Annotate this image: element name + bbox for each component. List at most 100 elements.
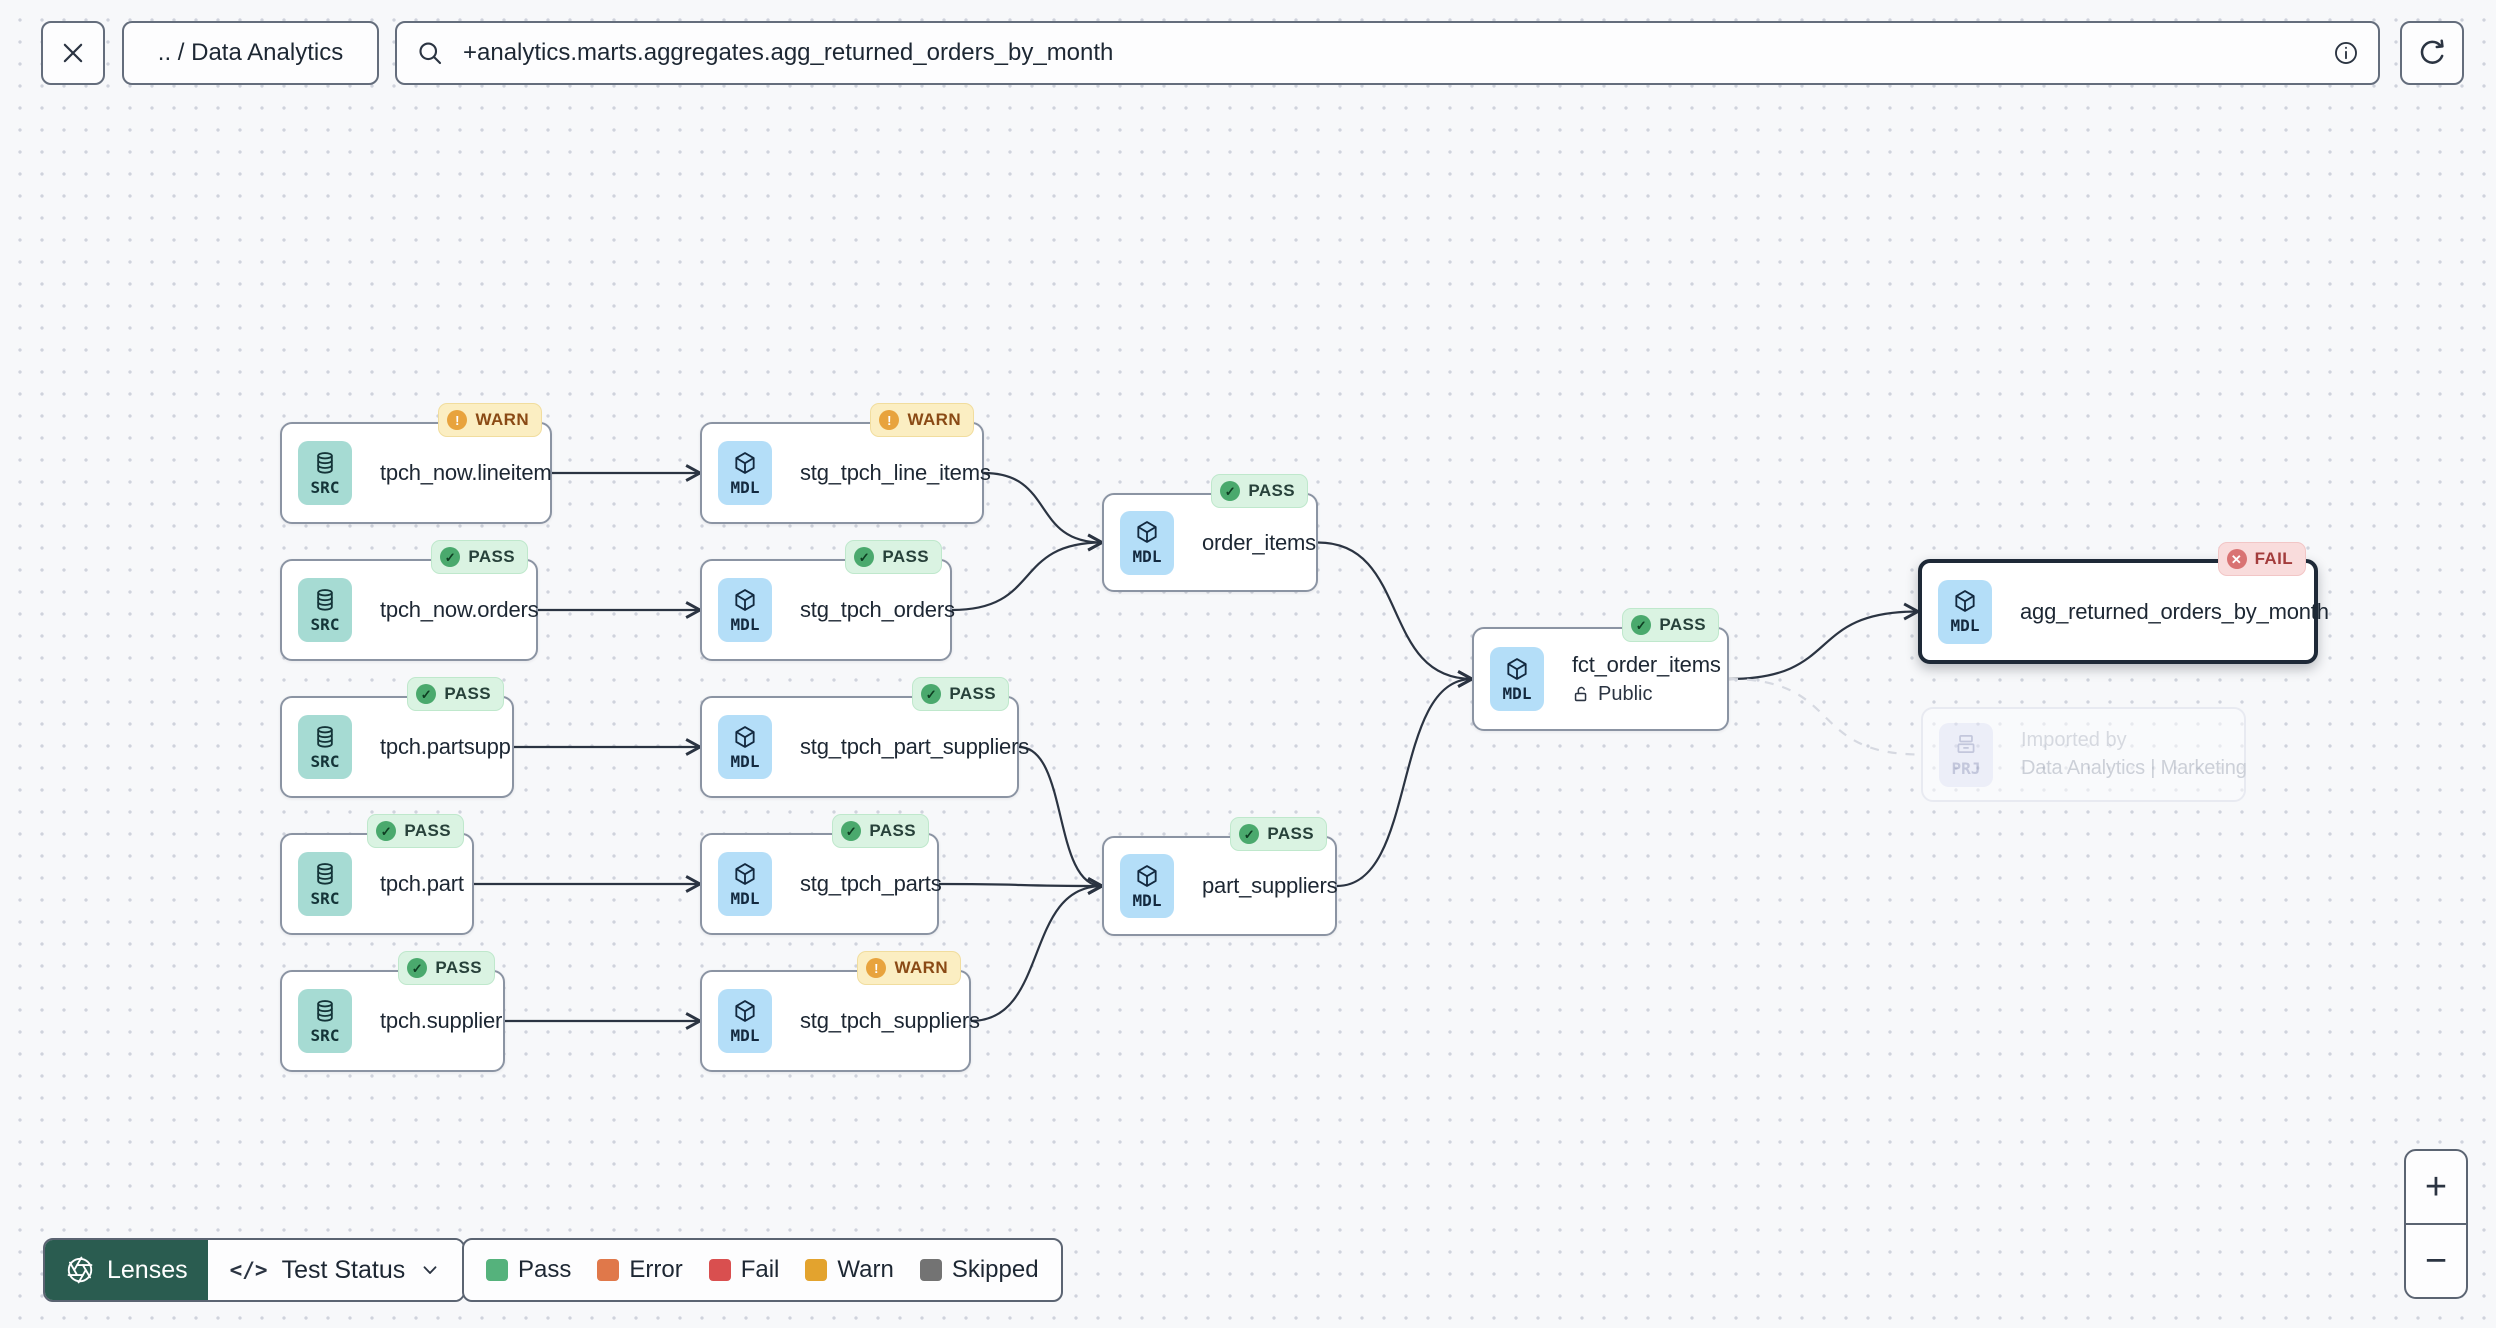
database-icon bbox=[312, 998, 338, 1024]
node-type-label: MDL bbox=[1502, 683, 1532, 703]
graph-node-stg_tpch_orders[interactable]: MDL stg_tpch_orders ✓ PASS bbox=[700, 540, 955, 661]
badge-status-icon: ✓ bbox=[440, 547, 461, 567]
legend-label: Skipped bbox=[951, 1256, 1039, 1283]
node-type-chip: PRJ bbox=[1939, 722, 1993, 787]
info-icon[interactable] bbox=[2332, 39, 2360, 67]
test-status-badge: ✓ PASS bbox=[431, 540, 528, 574]
badge-status-icon: ✓ bbox=[376, 821, 397, 841]
badge-status-label: PASS bbox=[949, 684, 996, 703]
graph-node-part_suppliers[interactable]: MDL part_suppliers ✓ PASS bbox=[1102, 817, 1338, 936]
badge-status-label: PASS bbox=[404, 821, 451, 840]
graph-node-tpch_now_orders[interactable]: SRC tpch_now.orders ✓ PASS bbox=[280, 540, 539, 661]
test-status-badge: ✓ PASS bbox=[367, 814, 464, 848]
node-type-label: MDL bbox=[730, 614, 760, 634]
graph-node-tpch_part[interactable]: SRC tpch.part ✓ PASS bbox=[280, 814, 474, 935]
database-icon bbox=[312, 724, 338, 750]
badge-status-label: PASS bbox=[1267, 824, 1314, 843]
legend-swatch bbox=[708, 1259, 731, 1281]
node-content: stg_tpch_orders bbox=[800, 597, 955, 623]
graph-node-tpch_partsupp[interactable]: SRC tpch.partsupp ✓ PASS bbox=[280, 677, 514, 798]
close-icon bbox=[58, 38, 88, 68]
badge-status-icon: ✕ bbox=[2226, 549, 2247, 569]
badge-status-icon: ! bbox=[866, 958, 887, 978]
graph-node-tpch_supplier[interactable]: SRC tpch.supplier ✓ PASS bbox=[280, 951, 505, 1072]
legend-label: Pass bbox=[518, 1256, 572, 1283]
test-status-badge: ✓ PASS bbox=[832, 814, 929, 848]
graph-node-stg_tpch_suppliers[interactable]: MDL stg_tpch_suppliers! WARN bbox=[700, 951, 980, 1072]
node-label: tpch.supplier bbox=[380, 1008, 503, 1033]
node-label: stg_tpch_suppliers bbox=[800, 1008, 980, 1033]
node-content: stg_tpch_line_items bbox=[800, 460, 991, 486]
badge-status-label: PASS bbox=[444, 684, 491, 703]
zoom-in-button[interactable]: + bbox=[2406, 1151, 2466, 1223]
node-type-chip: MDL bbox=[718, 441, 772, 505]
node-content: tpch.supplier bbox=[380, 1008, 503, 1034]
graph-node-imported_by_project[interactable]: PRJ Imported by Data Analytics | Marketing bbox=[1921, 707, 2247, 802]
edge-order_items-to-fct_order_items bbox=[1317, 541, 1472, 680]
node-content: fct_order_items Public bbox=[1572, 652, 1721, 706]
badge-status-label: WARN bbox=[907, 410, 961, 429]
badge-status-label: FAIL bbox=[2254, 549, 2293, 568]
lenses-button[interactable]: Lenses bbox=[45, 1240, 208, 1300]
badge-status-icon: ✓ bbox=[407, 958, 428, 978]
lens-selector-label: Test Status bbox=[281, 1255, 406, 1284]
test-status-badge: ✓ PASS bbox=[1211, 474, 1308, 508]
node-type-label: MDL bbox=[730, 1025, 760, 1045]
top-toolbar: .. / Data Analytics bbox=[0, 0, 2496, 110]
legend-item-error: Error bbox=[597, 1256, 683, 1284]
node-label: agg_returned_orders_by_month bbox=[2020, 598, 2329, 624]
zoom-control: + − bbox=[2404, 1149, 2468, 1299]
test-status-badge: ✕ FAIL bbox=[2217, 542, 2306, 576]
database-icon bbox=[312, 587, 338, 613]
breadcrumb[interactable]: .. / Data Analytics bbox=[122, 21, 379, 85]
legend-swatch bbox=[486, 1259, 508, 1281]
edge-stg_tpch_line_items-to-order_items bbox=[983, 471, 1102, 543]
node-type-chip: SRC bbox=[298, 578, 352, 642]
graph-node-tpch_now_lineitem[interactable]: SRC tpch_now.lineitem! WARN bbox=[280, 403, 552, 524]
test-status-badge: ✓ PASS bbox=[398, 951, 495, 985]
legend-item-fail: Fail bbox=[708, 1256, 779, 1284]
node-label: tpch_now.orders bbox=[380, 597, 539, 622]
model-cube-icon bbox=[732, 587, 758, 613]
test-status-badge: ✓ PASS bbox=[1622, 608, 1719, 642]
badge-status-label: PASS bbox=[1659, 615, 1706, 634]
graph-node-agg_returned_orders_by_month[interactable]: MDL agg_returned_orders_by_month ✕ FAIL bbox=[1918, 542, 2329, 664]
node-type-chip: MDL bbox=[718, 852, 772, 916]
search-input[interactable] bbox=[461, 38, 2332, 68]
close-button[interactable] bbox=[41, 21, 105, 85]
zoom-out-button[interactable]: − bbox=[2406, 1225, 2466, 1297]
graph-node-stg_tpch_line_items[interactable]: MDL stg_tpch_line_items ! WARN bbox=[700, 403, 991, 524]
graph-node-stg_tpch_part_suppliers[interactable]: MDL stg_tpch_part_suppliers ✓ PASS bbox=[700, 677, 1029, 798]
breadcrumb-label: .. / Data Analytics bbox=[157, 39, 344, 66]
zoom-divider bbox=[2406, 1223, 2466, 1225]
code-icon: </> bbox=[229, 1258, 268, 1282]
node-label: stg_tpch_orders bbox=[800, 597, 955, 622]
node-label: order_items bbox=[1202, 529, 1316, 555]
graph-node-fct_order_items[interactable]: MDL fct_order_items Public ✓ PASS bbox=[1472, 608, 1729, 731]
node-content: tpch.partsupp bbox=[380, 734, 511, 760]
node-type-label: MDL bbox=[1950, 616, 1980, 635]
node-content: stg_tpch_parts bbox=[800, 871, 942, 897]
test-status-badge: ! WARN bbox=[870, 403, 974, 437]
legend-item-skipped: Skipped bbox=[919, 1256, 1039, 1284]
graph-node-order_items[interactable]: MDL order_items ✓ PASS bbox=[1102, 474, 1318, 592]
model-cube-icon bbox=[732, 998, 758, 1024]
edge-stg_tpch_orders-to-order_items bbox=[951, 543, 1102, 612]
refresh-button[interactable] bbox=[2400, 21, 2464, 85]
lens-control-group: Lenses </> Test Status bbox=[43, 1238, 466, 1302]
node-type-chip: MDL bbox=[1120, 854, 1174, 918]
lock-open-icon bbox=[1572, 685, 1591, 704]
node-label: tpch.partsupp bbox=[380, 734, 511, 759]
lens-selector-dropdown[interactable]: </> Test Status bbox=[207, 1240, 464, 1300]
badge-status-icon: ✓ bbox=[416, 684, 437, 704]
edge-part_suppliers-to-fct_order_items bbox=[1336, 679, 1472, 888]
node-type-chip: SRC bbox=[298, 852, 352, 916]
node-type-chip: MDL bbox=[1490, 647, 1544, 711]
project-icon bbox=[1953, 731, 1979, 757]
node-type-chip: SRC bbox=[298, 441, 352, 505]
database-icon bbox=[312, 450, 338, 476]
node-type-label: MDL bbox=[730, 888, 760, 908]
edge-stg_tpch_parts-to-part_suppliers bbox=[938, 884, 1102, 886]
graph-node-stg_tpch_parts[interactable]: MDL stg_tpch_parts ✓ PASS bbox=[700, 814, 942, 935]
